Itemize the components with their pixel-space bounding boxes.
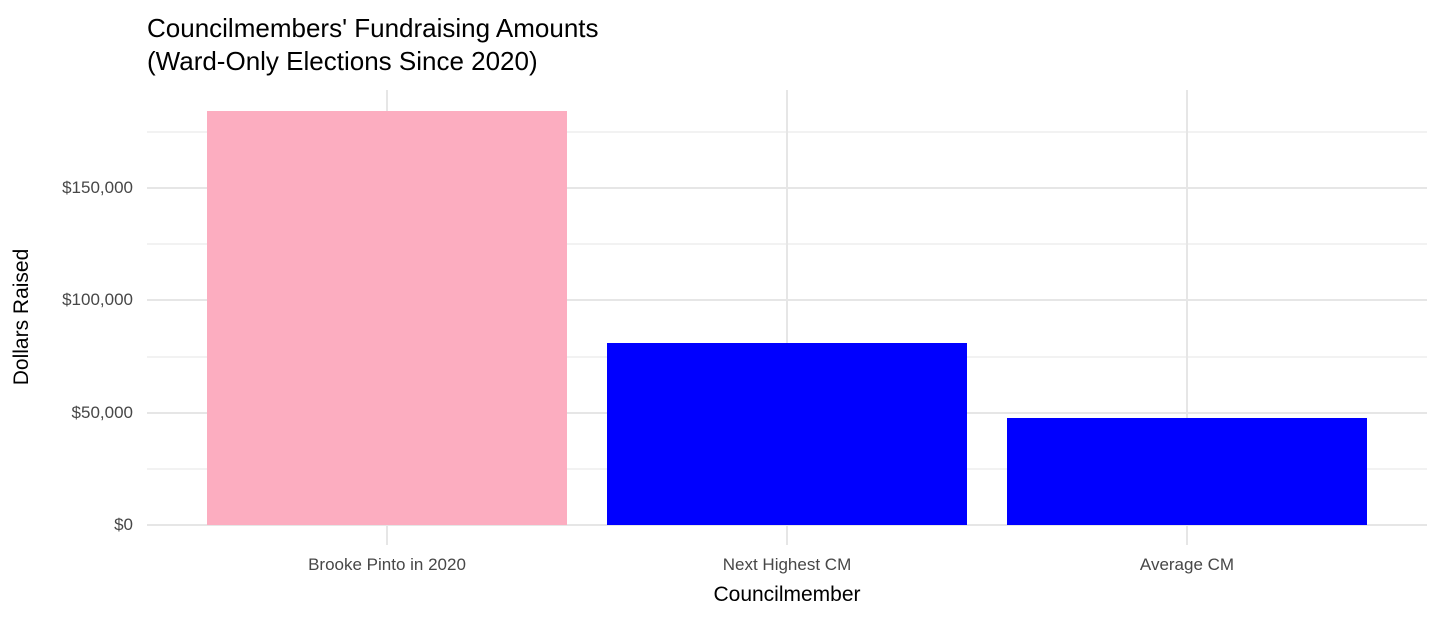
y-tick-label: $100,000 <box>62 290 133 310</box>
bar-1 <box>207 110 567 525</box>
x-tick-label: Average CM <box>1139 555 1235 574</box>
chart-subtitle: (Ward-Only Elections Since 2020) <box>147 46 538 76</box>
gridline-major-x <box>786 90 788 545</box>
chart-title: Councilmembers' Fundraising Amounts <box>147 13 599 43</box>
x-tick-label: Brooke Pinto in 2020 <box>308 555 466 574</box>
y-tick-label: $0 <box>114 515 133 534</box>
x-axis-tick-labels: Brooke Pinto in 2020 Next Highest CM Avera… <box>147 555 1427 577</box>
y-tick-label: $50,000 <box>71 402 133 422</box>
x-axis-title: Councilmember <box>713 583 861 606</box>
gridline-major-x <box>1186 90 1188 545</box>
chart-title-block: Councilmembers' Fundraising Amounts (War… <box>147 12 599 78</box>
y-tick-label: $150,000 <box>62 178 133 197</box>
y-axis-tick-labels: $0 $50,000 $100,000 $150,000 <box>0 90 133 545</box>
plot-panel <box>147 90 1427 545</box>
x-tick-label: Next Highest CM <box>722 555 852 574</box>
bar-2 <box>607 343 967 525</box>
bar-3 <box>1007 418 1367 525</box>
